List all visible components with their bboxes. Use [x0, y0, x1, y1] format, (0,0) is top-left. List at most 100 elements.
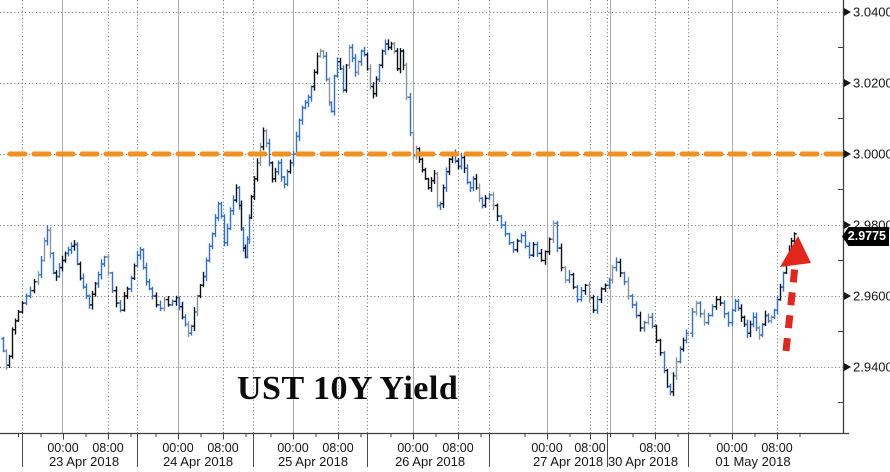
last-price-badge: 2.9775 — [842, 227, 889, 246]
ohlc-bar — [371, 82, 376, 99]
ohlc-bar — [398, 48, 403, 74]
ohlc-bar — [404, 62, 409, 100]
ohlc-bar — [135, 250, 140, 267]
ohlc-bar — [39, 255, 44, 279]
ohlc-bar — [748, 320, 753, 338]
ohlc-bar — [386, 39, 391, 51]
ohlc-bar — [751, 312, 756, 328]
y-tick-arrow — [844, 8, 851, 16]
time-tick-label: 08:00 — [639, 441, 670, 455]
ohlc-bar — [24, 293, 29, 306]
ohlc-bar — [468, 181, 473, 193]
ohlc-bar — [87, 294, 92, 309]
ohlc-bar — [567, 270, 572, 284]
ohlc-bar — [674, 357, 679, 381]
ohlc-bar — [45, 225, 50, 246]
ohlc-bar — [273, 167, 278, 183]
ohlc-bar — [75, 242, 80, 266]
ohlc-bar — [395, 48, 400, 71]
arrow-shaft — [782, 265, 799, 352]
ohlc-bar — [634, 301, 639, 319]
ohlc-bar — [10, 327, 15, 359]
ohlc-bar — [587, 281, 592, 303]
ohlc-bar — [432, 169, 437, 185]
ohlc-bar — [599, 287, 604, 304]
ohlc-bar — [519, 233, 524, 244]
ohlc-bar — [571, 272, 576, 290]
ohlc-bar — [745, 319, 750, 339]
date-label: 01 May 2018 — [715, 454, 790, 469]
ohlc-bar — [459, 152, 464, 170]
ohlc-bar — [742, 315, 747, 327]
ohlc-bar — [392, 42, 397, 54]
horizontal-gridlines — [0, 12, 843, 368]
ohlc-bar — [279, 159, 284, 182]
ohlc-bar — [456, 157, 461, 170]
ohlc-bar — [239, 200, 244, 231]
ohlc-bar — [551, 220, 556, 244]
ohlc-bar — [684, 329, 689, 344]
ohlc-bar — [350, 44, 355, 63]
ohlc-bar — [106, 253, 111, 276]
axes — [0, 0, 851, 467]
ohlc-bar — [297, 118, 302, 142]
time-tick-label: 00:00 — [397, 441, 428, 455]
ohlc-bar — [231, 195, 236, 216]
ohlc-bar — [210, 232, 215, 249]
ohlc-bar — [575, 284, 580, 303]
ohlc-bar — [618, 258, 623, 277]
ohlc-bar — [480, 197, 485, 209]
ohlc-bar — [435, 172, 440, 208]
ohlc-bar — [654, 324, 659, 343]
ohlc-bar — [702, 309, 707, 326]
y-axis-label: 3.0400 — [853, 5, 890, 20]
axis-labels: 3.04003.02003.00002.98002.96002.940000:0… — [47, 5, 890, 470]
ohlc-bar — [359, 49, 364, 66]
ohlc-bar — [487, 192, 492, 201]
y-axis-label: 3.0000 — [853, 147, 890, 162]
ohlc-bar — [69, 242, 74, 255]
ohlc-bar — [125, 286, 130, 300]
ohlc-bar — [638, 311, 643, 332]
ohlc-bar — [225, 223, 230, 246]
time-tick-label: 00:00 — [47, 441, 78, 455]
ohlc-bar — [579, 286, 584, 302]
ohlc-bar — [282, 175, 287, 189]
y-tick-arrow — [844, 292, 851, 300]
ohlc-bar — [710, 304, 715, 317]
ohlc-bar — [714, 296, 719, 310]
ohlc-bar — [57, 263, 62, 278]
ohlc-bar — [201, 271, 206, 288]
ohlc-bar — [321, 49, 326, 59]
ohlc-bar — [690, 307, 695, 338]
ohlc-bar — [694, 300, 699, 316]
ohlc-bar — [28, 286, 33, 299]
ohlc-bar — [344, 63, 349, 93]
ohlc-bar — [252, 176, 257, 201]
ohlc-bar — [401, 49, 406, 71]
ohlc-bar — [722, 300, 727, 319]
y-axis-label: 2.9600 — [853, 289, 890, 304]
ohlc-bar — [465, 164, 470, 185]
date-label: 26 Apr 2018 — [395, 454, 465, 469]
ohlc-bar — [462, 155, 467, 174]
ohlc-bar — [507, 232, 512, 246]
arrow-head — [780, 236, 811, 267]
ohlc-bar — [563, 266, 568, 284]
ohlc-bar — [192, 307, 197, 332]
time-tick-label: 00:00 — [531, 441, 562, 455]
ohlc-bar — [332, 74, 337, 116]
ohlc-bar — [141, 248, 146, 270]
ohlc-bar — [195, 294, 200, 317]
ohlc-bar — [665, 368, 670, 388]
ohlc-bar — [170, 299, 175, 307]
ohlc-bar — [668, 383, 673, 396]
time-tick-label: 08:00 — [574, 441, 605, 455]
y-tick-arrow — [844, 150, 851, 158]
time-tick-label: 08:00 — [322, 441, 353, 455]
y-tick-arrow — [844, 221, 851, 229]
ohlc-bar — [658, 338, 663, 356]
ohlc-bar — [60, 255, 65, 272]
